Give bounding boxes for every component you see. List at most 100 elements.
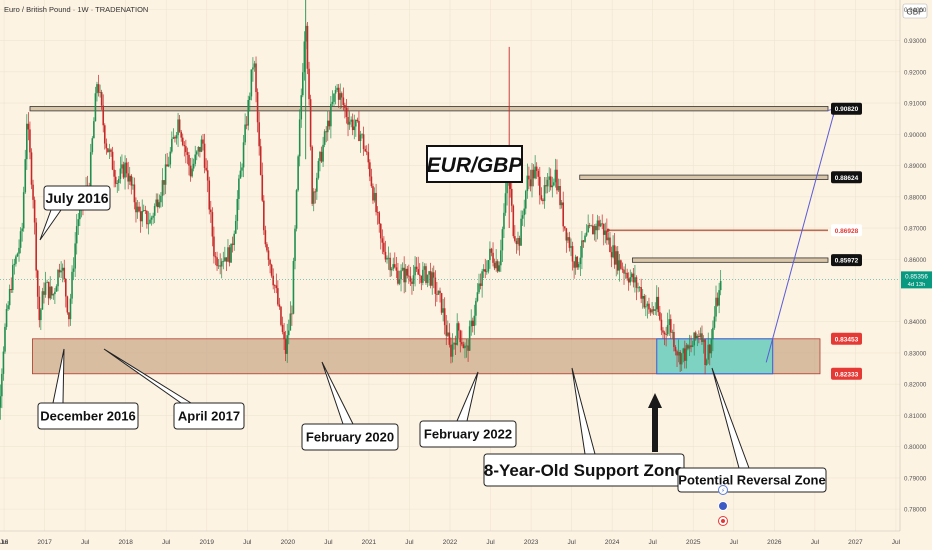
candle-body — [197, 146, 200, 152]
resistance-band[interactable] — [29, 106, 829, 112]
level-price-tag[interactable] — [831, 171, 862, 184]
candle-body — [606, 230, 608, 241]
candle-body — [676, 351, 678, 356]
candle-body — [350, 119, 352, 122]
x-tick-label: Jul — [649, 539, 658, 546]
candle-body — [135, 202, 137, 213]
level-price-tag[interactable] — [831, 224, 862, 237]
candle-body — [655, 296, 658, 310]
level-price-tag[interactable] — [831, 102, 862, 115]
candle-body — [317, 160, 320, 178]
candle-body — [166, 164, 168, 167]
currency-badge[interactable] — [902, 3, 928, 19]
x-tick-label: Jul — [892, 539, 901, 546]
candle-body — [649, 309, 652, 313]
candle-body — [524, 191, 527, 209]
current-price-tag[interactable] — [901, 271, 932, 289]
level-price-tag-text: 0.88624 — [835, 175, 859, 182]
candle-body — [139, 211, 142, 222]
candle-body — [178, 119, 181, 132]
x-edge-label: 16 — [1, 539, 9, 546]
candle-body — [687, 345, 689, 349]
zone-top-price-tag[interactable] — [831, 332, 862, 345]
candle-body — [367, 152, 370, 163]
flag-event-icon[interactable] — [718, 501, 728, 511]
callout-apr2017[interactable]: April 2017 — [103, 348, 245, 430]
callout-text: April 2017 — [178, 409, 240, 424]
candle-body — [381, 238, 384, 243]
projection-arrow-line[interactable] — [765, 108, 836, 363]
candle-body — [220, 261, 223, 267]
x-tick-label: 2025 — [686, 539, 701, 546]
candle-body — [219, 265, 221, 267]
candle-body — [543, 185, 546, 202]
candle-body — [584, 235, 586, 242]
candle-body — [637, 287, 639, 289]
lightning-event-icon[interactable] — [718, 485, 728, 495]
candle-body — [612, 245, 614, 258]
resistance-band[interactable] — [632, 257, 829, 263]
candle-body — [378, 212, 381, 224]
candle-body — [638, 287, 641, 288]
level-price-tag[interactable] — [831, 254, 862, 267]
candle-body — [523, 208, 526, 216]
candle-body — [66, 296, 69, 313]
candle-body — [646, 303, 649, 307]
x-tick-label: 2017 — [37, 539, 52, 546]
candle-body — [68, 312, 70, 320]
candle-body — [643, 295, 646, 308]
callout-dec2016[interactable]: December 2016 — [37, 348, 139, 430]
candle-body — [150, 217, 153, 220]
candle-body — [674, 347, 677, 352]
callout-support[interactable]: 8-Year-Old Support Zone — [483, 367, 685, 487]
resistance-band[interactable] — [579, 174, 829, 180]
candle-body — [500, 250, 502, 266]
candle-body — [213, 236, 215, 257]
y-tick-label: 0.84000 — [904, 319, 927, 326]
candle-body — [684, 348, 686, 361]
candle-body — [529, 179, 532, 187]
candle-body — [121, 164, 123, 169]
candle-body — [247, 100, 250, 126]
candle-body — [77, 219, 80, 227]
candle-body — [373, 192, 376, 201]
callout-box — [419, 420, 517, 448]
y-tick-label: 0.90000 — [904, 132, 927, 139]
candle-body — [55, 286, 58, 292]
candle-body — [648, 303, 650, 310]
candle-body — [599, 223, 602, 227]
callout-reversal[interactable]: Potential Reversal Zone — [677, 367, 827, 493]
zone-bottom-price-tag[interactable] — [831, 367, 862, 380]
callout-jul2016[interactable]: July 2016 — [39, 185, 111, 241]
x-tick-label: Jul — [162, 539, 171, 546]
reversal-zone[interactable] — [656, 338, 774, 375]
candle-body — [43, 291, 45, 295]
candle-body — [295, 190, 298, 229]
callout-feb2020[interactable]: February 2020 — [301, 361, 399, 451]
candle-body — [128, 175, 131, 182]
candle-body — [242, 142, 245, 168]
candle-body — [334, 90, 337, 94]
candle-body — [485, 271, 488, 273]
candle-body — [420, 275, 423, 283]
candle-body — [160, 195, 162, 203]
candle-body — [464, 345, 466, 349]
candle-body — [501, 229, 504, 251]
candle-body — [548, 176, 550, 180]
candle-body — [309, 99, 312, 147]
candle-body — [680, 353, 683, 365]
callout-feb2022[interactable]: February 2022 — [419, 371, 517, 448]
up-arrow-icon[interactable] — [648, 393, 662, 452]
callout-box — [677, 467, 827, 493]
candle-body — [581, 240, 583, 258]
symbol-line: Euro / British Pound · 1W · TRADENATION — [4, 5, 148, 14]
candle-body — [239, 170, 242, 179]
y-tick-label: 0.88000 — [904, 194, 927, 201]
candle-body — [8, 288, 11, 306]
event-icons[interactable]: ⚡ — [718, 485, 728, 526]
candle-body — [708, 344, 711, 354]
time-axis-panel[interactable] — [0, 531, 932, 550]
candle-body — [623, 269, 625, 274]
candle-body — [125, 162, 128, 174]
candle-body — [432, 272, 435, 278]
